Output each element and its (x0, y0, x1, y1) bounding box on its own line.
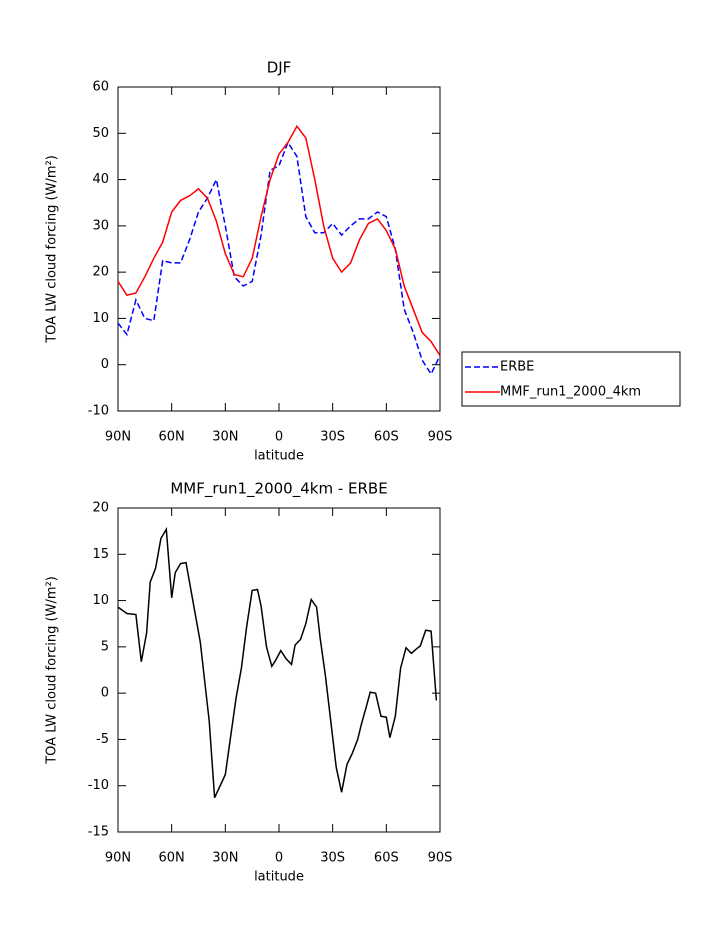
y-tick-label: 20 (92, 501, 109, 516)
x-axis-label: latitude (254, 870, 304, 885)
data-line (117, 124, 441, 356)
x-tick-label: 30N (212, 430, 238, 445)
x-tick-label: 30N (212, 851, 238, 866)
x-tick-label: 60N (159, 430, 185, 445)
plot-frame (117, 86, 441, 412)
y-tick-label: 10 (92, 593, 109, 608)
x-axis-label: latitude (254, 449, 304, 464)
x-tick-label: 0 (275, 430, 283, 445)
x-tick-label: 60S (374, 430, 399, 445)
y-tick-label: 50 (92, 126, 109, 141)
x-tick-label: 60N (159, 851, 185, 866)
data-line (117, 526, 438, 799)
x-tick-label: 30S (320, 430, 345, 445)
x-tick-label: 90N (105, 851, 131, 866)
x-tick-label: 90S (428, 851, 453, 866)
y-tick-label: -10 (88, 778, 109, 793)
y-tick-label: 5 (101, 639, 109, 654)
legend-label: MMF_run1_2000_4km (500, 385, 641, 400)
legend-box (461, 351, 681, 407)
x-tick-label: 90S (428, 430, 453, 445)
y-tick-label: 60 (92, 80, 109, 95)
y-tick-label: 10 (92, 311, 109, 326)
x-tick-label: 30S (320, 851, 345, 866)
y-tick-label: 40 (92, 172, 109, 187)
plot-frame (117, 507, 441, 833)
y-tick-label: -10 (88, 404, 109, 419)
x-tick-label: 60S (374, 851, 399, 866)
y-tick-label: 0 (101, 357, 109, 372)
x-tick-label: 90N (105, 430, 131, 445)
y-tick-label: 15 (92, 547, 109, 562)
y-tick-label: -15 (88, 825, 109, 840)
chart-title: MMF_run1_2000_4km - ERBE (170, 480, 387, 499)
y-tick-label: -5 (96, 732, 109, 747)
data-line (117, 140, 441, 376)
chart-title: DJF (267, 59, 292, 77)
y-axis-label: TOA LW cloud forcing (W/m²) (45, 576, 60, 765)
y-tick-label: 20 (92, 265, 109, 280)
y-axis-label: TOA LW cloud forcing (W/m²) (45, 155, 60, 344)
y-tick-label: 0 (101, 686, 109, 701)
legend-label: ERBE (500, 360, 534, 375)
x-tick-label: 0 (275, 851, 283, 866)
y-tick-label: 30 (92, 218, 109, 233)
